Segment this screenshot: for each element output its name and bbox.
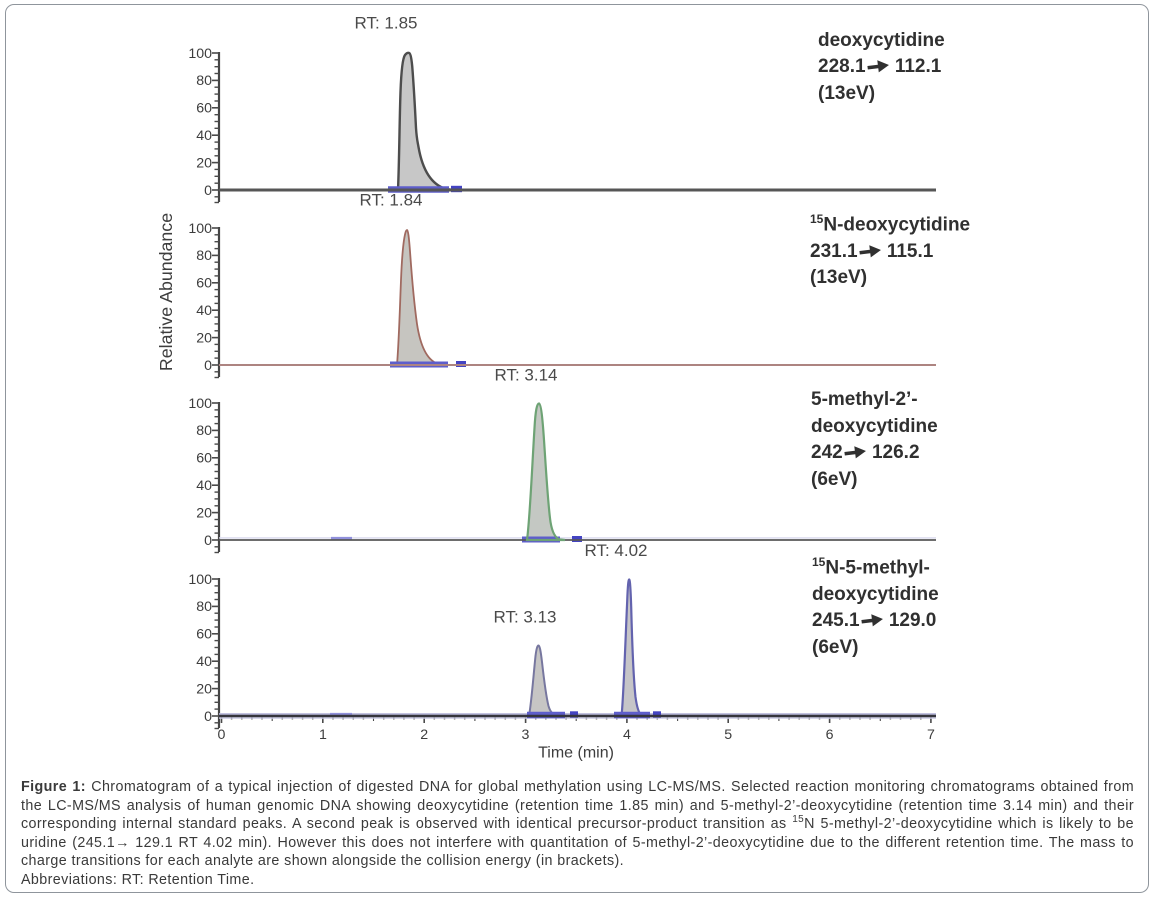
svg-text:80: 80 — [196, 599, 212, 615]
svg-text:0: 0 — [204, 709, 212, 725]
svg-text:4: 4 — [623, 727, 631, 743]
svg-text:20: 20 — [196, 681, 212, 697]
svg-text:Relative Abundance: Relative Abundance — [156, 213, 176, 371]
svg-text:100: 100 — [188, 46, 212, 62]
svg-text:20: 20 — [196, 330, 212, 346]
svg-text:7: 7 — [927, 727, 935, 743]
svg-text:0: 0 — [204, 533, 212, 549]
svg-text:80: 80 — [196, 423, 212, 439]
svg-text:40: 40 — [196, 303, 212, 319]
svg-text:5: 5 — [724, 727, 732, 743]
svg-text:Time (min): Time (min) — [538, 745, 614, 762]
svg-text:1: 1 — [319, 727, 327, 743]
svg-text:20: 20 — [196, 155, 212, 171]
svg-text:RT: 1.85: RT: 1.85 — [354, 14, 417, 33]
svg-text:20: 20 — [196, 505, 212, 521]
svg-text:60: 60 — [196, 451, 212, 467]
svg-text:60: 60 — [196, 627, 212, 643]
svg-text:80: 80 — [196, 248, 212, 264]
svg-text:6: 6 — [826, 727, 834, 743]
svg-text:100: 100 — [188, 572, 212, 588]
svg-text:100: 100 — [188, 396, 212, 412]
svg-text:RT: 3.13: RT: 3.13 — [493, 608, 556, 627]
svg-text:RT: 3.14: RT: 3.14 — [494, 366, 557, 385]
svg-text:100: 100 — [188, 221, 212, 237]
svg-text:40: 40 — [196, 654, 212, 670]
svg-text:0: 0 — [218, 727, 226, 743]
svg-text:RT: 1.84: RT: 1.84 — [359, 191, 422, 210]
svg-text:2: 2 — [420, 727, 428, 743]
svg-text:60: 60 — [196, 101, 212, 117]
svg-text:0: 0 — [204, 183, 212, 199]
svg-text:40: 40 — [196, 128, 212, 144]
svg-text:60: 60 — [196, 276, 212, 292]
svg-text:3: 3 — [522, 727, 530, 743]
svg-text:RT: 4.02: RT: 4.02 — [584, 541, 647, 560]
svg-text:80: 80 — [196, 73, 212, 89]
svg-text:0: 0 — [204, 358, 212, 374]
svg-text:40: 40 — [196, 478, 212, 494]
